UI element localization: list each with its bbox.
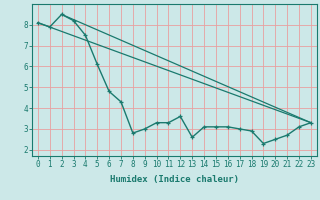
X-axis label: Humidex (Indice chaleur): Humidex (Indice chaleur) — [110, 175, 239, 184]
